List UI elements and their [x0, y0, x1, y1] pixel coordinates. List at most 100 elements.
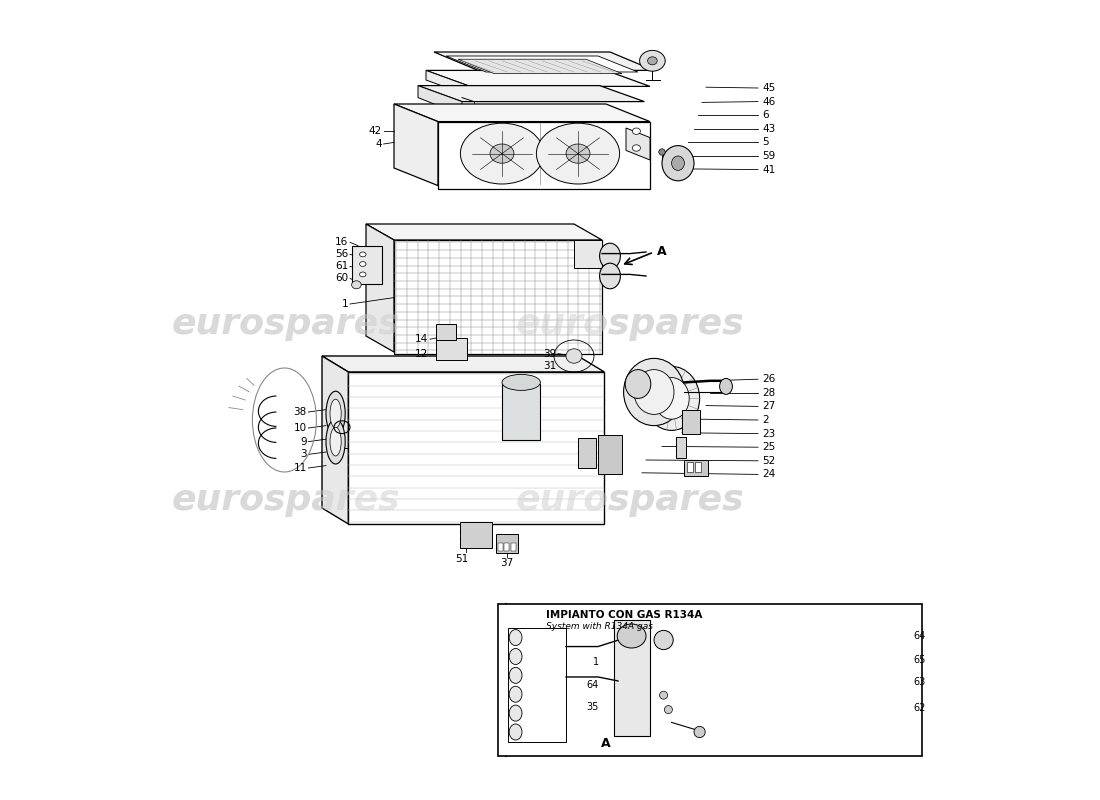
Text: eurospares: eurospares: [516, 483, 745, 517]
Ellipse shape: [326, 391, 345, 436]
Bar: [496, 534, 518, 553]
Text: eurospares: eurospares: [172, 483, 400, 517]
Polygon shape: [349, 372, 604, 524]
Text: 41: 41: [762, 165, 776, 174]
Ellipse shape: [624, 358, 684, 426]
Ellipse shape: [509, 705, 522, 721]
Ellipse shape: [694, 726, 705, 738]
Text: eurospares: eurospares: [172, 483, 400, 517]
Text: IMPIANTO CON GAS R134A: IMPIANTO CON GAS R134A: [546, 610, 703, 621]
Ellipse shape: [644, 366, 700, 430]
Text: 6: 6: [762, 110, 769, 120]
Bar: [614, 620, 650, 736]
Text: 42: 42: [368, 126, 382, 136]
Ellipse shape: [654, 378, 690, 419]
Polygon shape: [394, 104, 650, 122]
Ellipse shape: [634, 370, 674, 414]
Bar: [461, 522, 493, 548]
Ellipse shape: [719, 378, 733, 394]
Ellipse shape: [509, 667, 522, 683]
Text: 60: 60: [336, 274, 349, 283]
Polygon shape: [394, 240, 602, 354]
Ellipse shape: [509, 686, 522, 702]
Text: 28: 28: [762, 388, 776, 398]
Text: 45: 45: [762, 83, 776, 93]
Polygon shape: [426, 70, 650, 86]
Bar: [578, 438, 595, 468]
Polygon shape: [458, 59, 621, 74]
Text: System with R134A gas: System with R134A gas: [546, 622, 653, 630]
Ellipse shape: [654, 630, 673, 650]
Bar: [695, 462, 701, 472]
Polygon shape: [322, 356, 349, 524]
Text: 26: 26: [762, 374, 776, 384]
Text: 62: 62: [913, 703, 925, 713]
Ellipse shape: [600, 263, 620, 289]
Polygon shape: [626, 128, 650, 160]
Polygon shape: [574, 240, 602, 268]
Bar: [352, 246, 382, 284]
Text: eurospares: eurospares: [516, 307, 745, 341]
Ellipse shape: [330, 427, 341, 456]
Bar: [682, 410, 700, 434]
Ellipse shape: [461, 123, 543, 184]
Text: 12: 12: [415, 349, 428, 358]
Ellipse shape: [672, 156, 684, 170]
Ellipse shape: [360, 272, 366, 277]
Text: 35: 35: [586, 702, 598, 712]
Text: 11: 11: [294, 463, 307, 473]
Ellipse shape: [502, 374, 540, 390]
Text: eurospares: eurospares: [516, 307, 745, 341]
Ellipse shape: [617, 624, 646, 648]
Text: 59: 59: [762, 151, 776, 161]
Ellipse shape: [566, 144, 590, 163]
Ellipse shape: [509, 649, 522, 665]
Text: 51: 51: [455, 554, 469, 563]
Ellipse shape: [664, 706, 672, 714]
Text: 10: 10: [294, 423, 307, 433]
Polygon shape: [394, 104, 438, 186]
Bar: [437, 324, 456, 340]
Text: 9: 9: [300, 437, 307, 446]
Text: 16: 16: [336, 238, 349, 247]
Ellipse shape: [509, 724, 522, 740]
Ellipse shape: [490, 144, 514, 163]
Text: A: A: [602, 737, 610, 750]
Text: 46: 46: [762, 97, 776, 106]
Text: 31: 31: [543, 362, 557, 371]
Text: 64: 64: [913, 631, 925, 641]
Polygon shape: [322, 356, 604, 372]
Bar: [505, 543, 509, 551]
Ellipse shape: [632, 128, 640, 134]
Ellipse shape: [632, 145, 640, 151]
Text: 64: 64: [586, 679, 598, 690]
Bar: [502, 384, 540, 440]
Ellipse shape: [625, 370, 651, 398]
Ellipse shape: [660, 691, 668, 699]
Bar: [437, 338, 466, 360]
Ellipse shape: [659, 149, 666, 155]
Bar: [498, 543, 503, 551]
Text: A: A: [657, 245, 667, 258]
Ellipse shape: [662, 146, 694, 181]
Ellipse shape: [639, 50, 665, 71]
Polygon shape: [418, 86, 462, 115]
Ellipse shape: [537, 123, 619, 184]
Ellipse shape: [326, 419, 345, 464]
Ellipse shape: [566, 349, 582, 363]
Text: 39: 39: [543, 349, 557, 358]
Text: 3: 3: [300, 450, 307, 459]
Text: 37: 37: [500, 558, 514, 568]
Text: 43: 43: [762, 124, 776, 134]
Ellipse shape: [360, 252, 366, 257]
Text: 23: 23: [762, 429, 776, 438]
Ellipse shape: [600, 243, 620, 269]
Ellipse shape: [360, 262, 366, 266]
Polygon shape: [438, 122, 650, 189]
Text: eurospares: eurospares: [172, 307, 400, 341]
Text: 56: 56: [336, 250, 349, 259]
Text: 24: 24: [762, 470, 776, 479]
Text: 4: 4: [375, 139, 382, 149]
Bar: [676, 437, 686, 458]
Text: 38: 38: [294, 407, 307, 417]
